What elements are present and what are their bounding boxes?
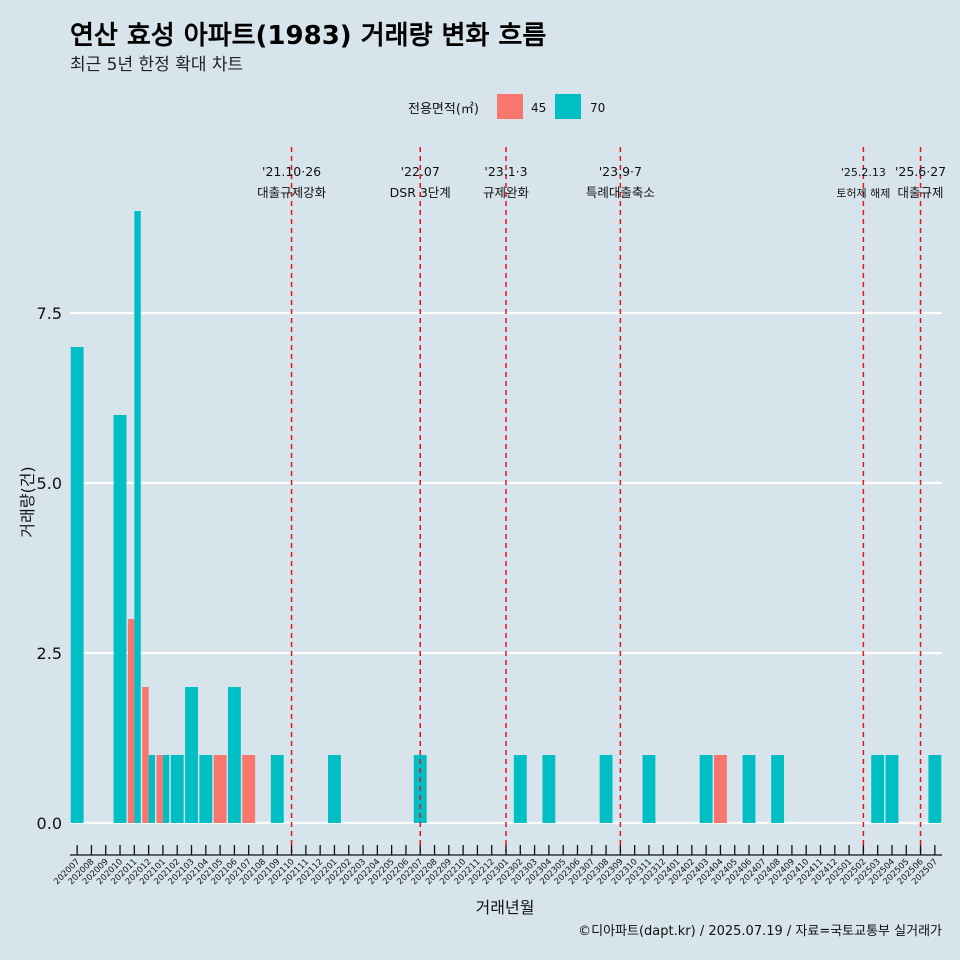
bar-70-202406 xyxy=(742,755,756,823)
event-date: '23.1·3 xyxy=(484,164,527,179)
x-axis-label: 거래년월 xyxy=(476,898,535,917)
y-tick-label: 2.5 xyxy=(37,644,62,663)
bar-70-202012 xyxy=(148,755,156,823)
bar-70-202101 xyxy=(162,755,170,823)
legend-swatch-70 xyxy=(555,94,581,119)
y-axis-label: 거래량(건) xyxy=(18,466,37,537)
y-tick-label: 7.5 xyxy=(37,304,62,323)
bar-70-202109 xyxy=(270,755,284,823)
bar-45-202107 xyxy=(242,755,256,823)
chart-subtitle: 최근 5년 한정 확대 차트 xyxy=(70,55,243,75)
legend-label-45: 45 xyxy=(531,101,546,115)
event-lines: '21.10·26 대출규제강화 '22.07 DSR 3단계 '23.1·3 규제완화 '… xyxy=(257,147,946,852)
y-tick-labels: 0.0 2.5 5.0 7.5 xyxy=(37,304,62,833)
caption: ©디아파트(dapt.kr) / 2025.07.19 / 자료=국토교통부 실… xyxy=(578,924,942,939)
bar-70-202507 xyxy=(928,755,942,823)
bar-70-202010 xyxy=(113,415,127,823)
bar-70-202308 xyxy=(599,755,613,823)
chart-title: 연산 효성 아파트(1983) 거래량 변화 흐름 xyxy=(70,21,546,51)
bar-70-202103 xyxy=(185,687,198,823)
bar-45-202404 xyxy=(713,755,727,823)
event-label: 규제완화 xyxy=(483,185,530,200)
bar-70-202102 xyxy=(170,755,184,823)
event-label: 토허제 해제 xyxy=(836,186,890,200)
bar-70-202106 xyxy=(227,687,241,823)
bar-70-202201 xyxy=(328,755,341,823)
legend-swatch-45 xyxy=(497,94,523,119)
bar-70-202503 xyxy=(871,755,885,823)
bar-70-202007 xyxy=(70,347,84,823)
bar-70-202011 xyxy=(134,211,141,823)
bar-70-202504 xyxy=(885,755,899,823)
x-axis: 2020072020082020092020102020112020122021… xyxy=(52,845,942,887)
event-date: '21.10·26 xyxy=(262,164,321,179)
bar-70-202104 xyxy=(199,755,213,823)
bar-70-202302 xyxy=(513,755,527,823)
bar-45-202011 xyxy=(127,619,135,823)
event-label: 특례대출축소 xyxy=(586,185,655,200)
bar-70-202408 xyxy=(771,755,785,823)
event-label: 대출규제 xyxy=(898,185,944,200)
bar-45-202105 xyxy=(213,755,227,823)
legend-label-70: 70 xyxy=(590,101,605,115)
bar-45-202012 xyxy=(142,687,149,823)
bar-70-202403 xyxy=(699,755,713,823)
bar-45-202101 xyxy=(156,755,163,823)
legend: 전용면적(㎡) 45 70 xyxy=(408,94,605,119)
y-tick-label: 5.0 xyxy=(37,474,62,493)
event-label: DSR 3단계 xyxy=(390,185,451,200)
bar-70-202304 xyxy=(542,755,556,823)
legend-title: 전용면적(㎡) xyxy=(408,102,479,117)
y-gridlines xyxy=(70,311,942,825)
y-tick-label: 0.0 xyxy=(37,814,62,833)
event-date: '23.9·7 xyxy=(599,164,642,179)
event-date: '25.2.13 xyxy=(841,166,886,179)
event-date: '22.07 xyxy=(401,164,440,179)
event-date: '25.6·27 xyxy=(895,164,946,179)
event-label: 대출규제강화 xyxy=(257,185,327,200)
bar-70-202311 xyxy=(642,755,656,823)
